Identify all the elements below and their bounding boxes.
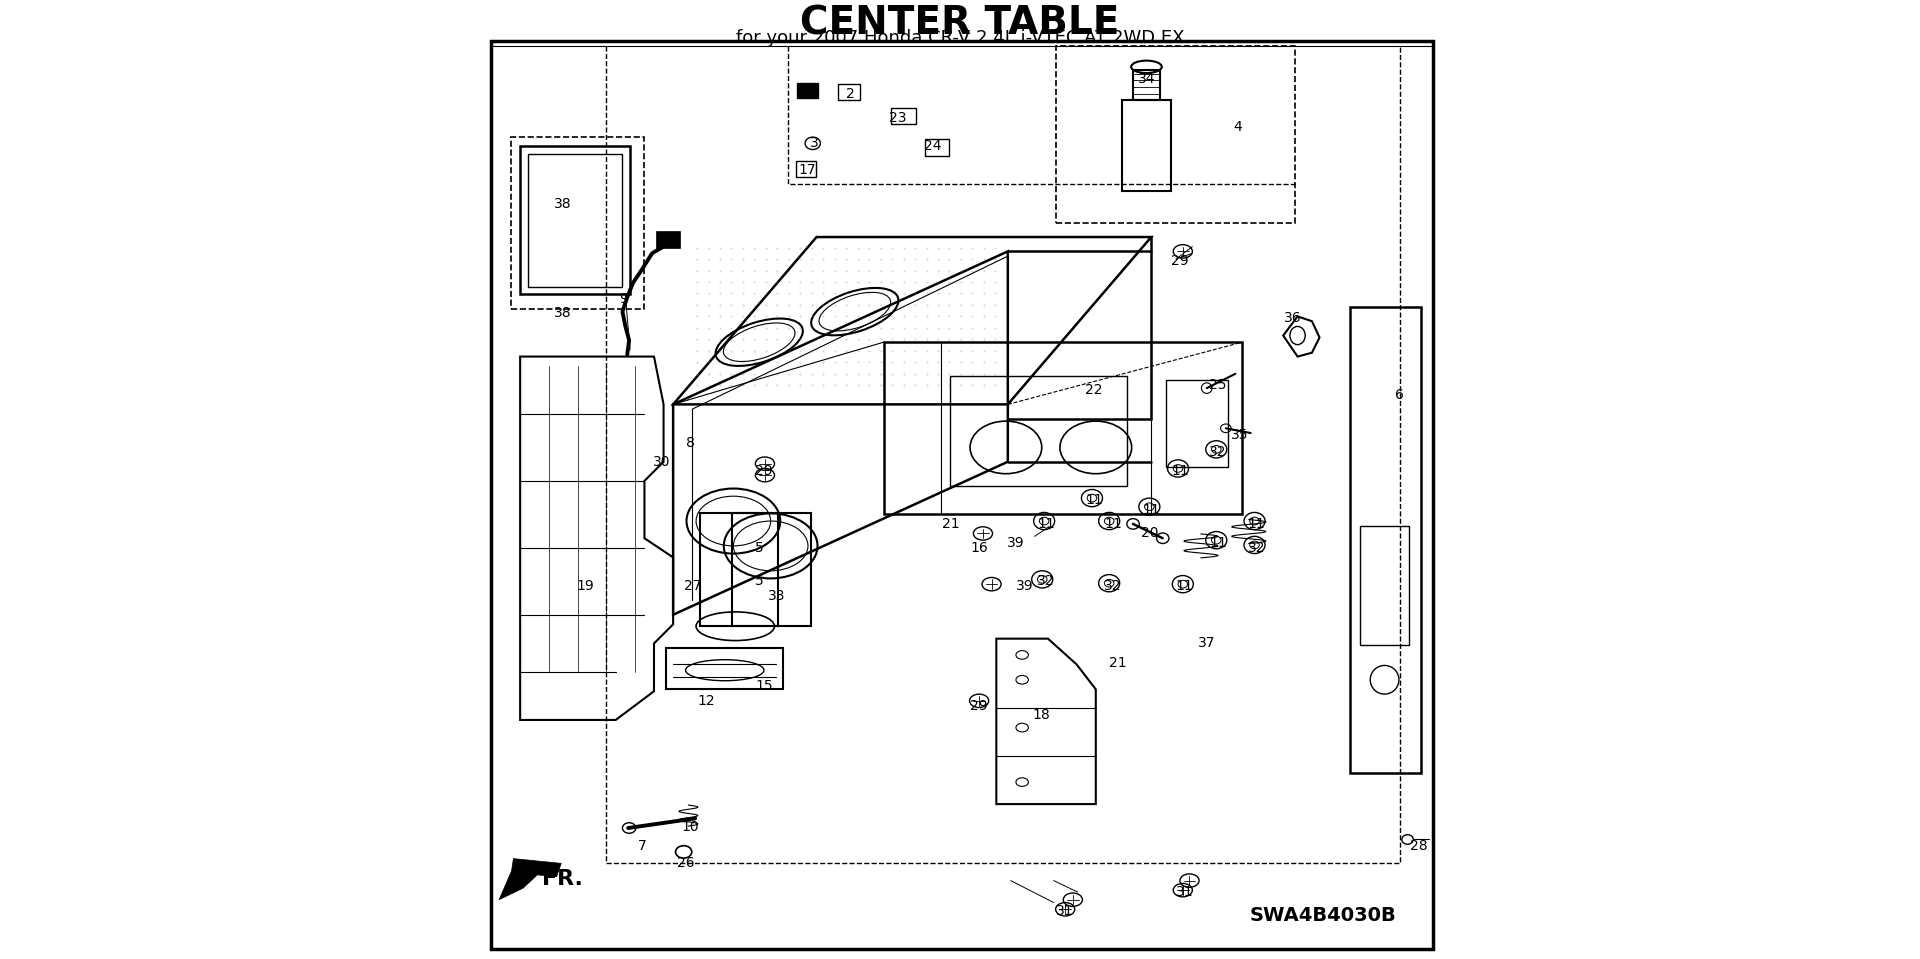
Text: 7: 7 (637, 839, 647, 854)
Text: 31: 31 (1056, 904, 1073, 918)
Text: 11: 11 (1248, 517, 1265, 531)
Bar (520, 146, 630, 294)
Text: 37: 37 (1198, 637, 1215, 650)
Text: 11: 11 (1142, 503, 1160, 517)
Text: 27: 27 (684, 579, 701, 593)
Text: 20: 20 (1140, 526, 1158, 541)
Text: 39: 39 (1006, 536, 1023, 550)
Text: 21: 21 (1110, 656, 1127, 669)
Text: 22: 22 (1085, 383, 1102, 397)
Text: 5: 5 (755, 574, 764, 588)
Text: 36: 36 (1284, 312, 1302, 325)
Text: 4: 4 (1233, 120, 1242, 134)
Text: 32: 32 (1104, 579, 1121, 593)
Text: 3: 3 (810, 136, 820, 151)
Text: 32: 32 (1248, 541, 1265, 555)
Text: 30: 30 (653, 455, 670, 469)
Bar (950, 376, 1127, 485)
Polygon shape (499, 858, 561, 900)
Text: 25: 25 (1210, 378, 1227, 392)
Bar (732, 513, 810, 626)
Bar (925, 139, 950, 155)
Text: 11: 11 (1104, 517, 1121, 531)
Bar (1359, 526, 1409, 645)
Bar (837, 84, 860, 101)
Text: 33: 33 (768, 589, 785, 602)
Text: 10: 10 (682, 820, 699, 834)
Text: CENTER TABLE: CENTER TABLE (801, 5, 1119, 43)
Text: 11: 11 (1085, 493, 1102, 507)
Text: for your 2007 Honda CR-V 2.4L i-VTEC AT 2WD EX: for your 2007 Honda CR-V 2.4L i-VTEC AT … (735, 29, 1185, 47)
Text: 11: 11 (1171, 464, 1188, 479)
Text: 5: 5 (755, 541, 764, 555)
Text: 9: 9 (618, 292, 628, 306)
Text: 34: 34 (1139, 72, 1156, 86)
Text: 11: 11 (1210, 536, 1227, 550)
Bar (701, 513, 778, 626)
Text: SWA4B4030B: SWA4B4030B (1250, 906, 1396, 925)
Text: 19: 19 (576, 579, 593, 593)
Text: 6: 6 (1396, 387, 1404, 402)
Text: 16: 16 (970, 541, 989, 555)
Bar (657, 232, 680, 247)
Text: 18: 18 (1033, 708, 1050, 722)
Text: 32: 32 (1037, 574, 1054, 588)
Bar (795, 161, 816, 176)
Text: FR.: FR. (541, 869, 584, 889)
Text: 24: 24 (924, 139, 943, 153)
Bar (1133, 70, 1160, 101)
Text: 17: 17 (799, 163, 816, 177)
Bar (1165, 381, 1227, 466)
Text: 28: 28 (1409, 839, 1428, 854)
Text: 35: 35 (1231, 428, 1248, 442)
Text: 26: 26 (676, 856, 695, 871)
Text: 31: 31 (1175, 885, 1194, 900)
Text: 21: 21 (941, 517, 960, 531)
Bar (891, 108, 916, 125)
Text: 29: 29 (970, 698, 989, 713)
Text: 12: 12 (697, 693, 716, 708)
Text: 1: 1 (806, 86, 816, 101)
Text: 11: 11 (1037, 517, 1054, 531)
Text: 38: 38 (555, 306, 572, 320)
Text: 8: 8 (685, 435, 695, 450)
Text: 11: 11 (1175, 579, 1194, 593)
Text: 29: 29 (755, 464, 772, 479)
Text: 38: 38 (555, 197, 572, 211)
Bar (1121, 101, 1171, 191)
Bar (528, 153, 622, 287)
Text: 32: 32 (1210, 445, 1227, 459)
Text: 39: 39 (1016, 579, 1033, 593)
Bar (511, 136, 645, 309)
Text: 29: 29 (1171, 254, 1188, 268)
Text: 2: 2 (845, 86, 854, 101)
Text: 15: 15 (755, 680, 772, 693)
Text: 23: 23 (889, 110, 906, 125)
Bar (797, 83, 818, 99)
